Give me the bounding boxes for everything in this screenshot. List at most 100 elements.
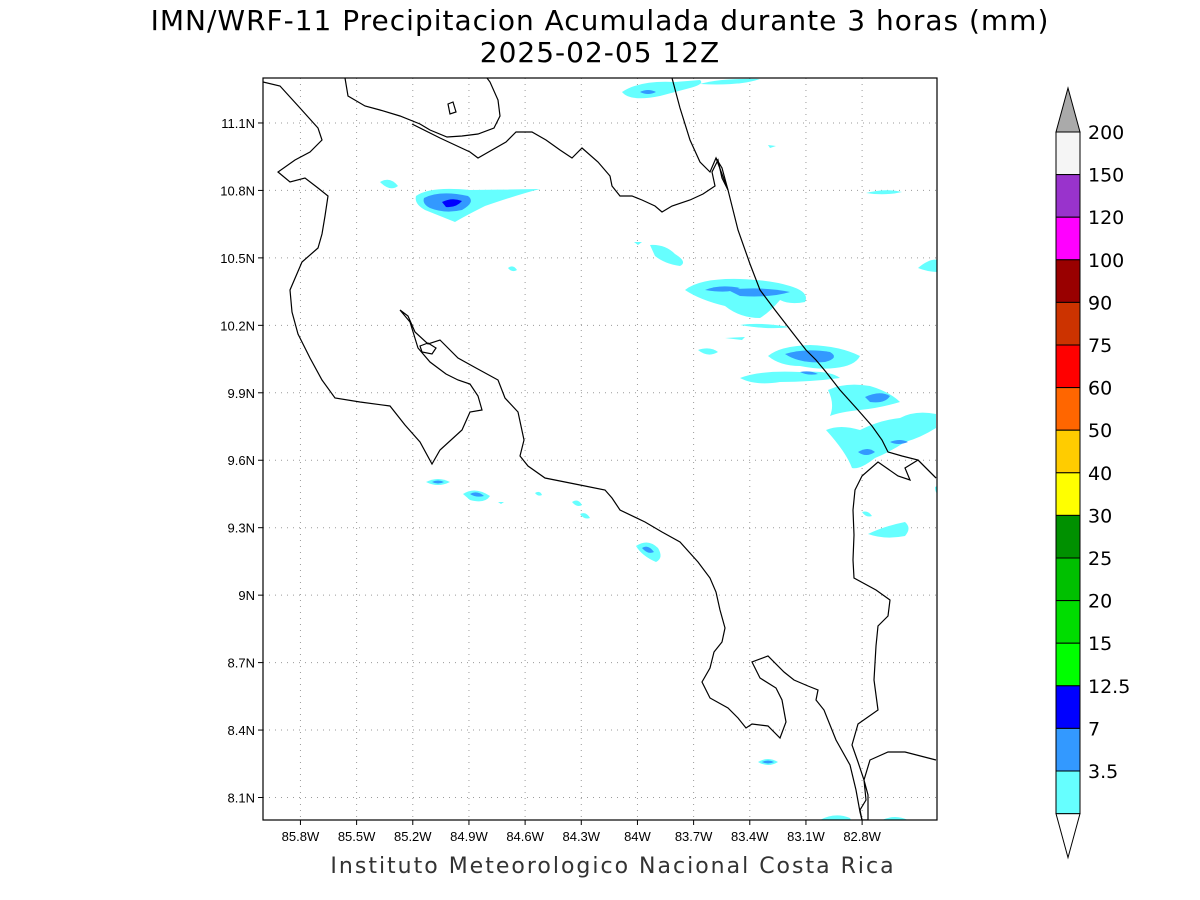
precip-area xyxy=(470,492,484,497)
map-frame xyxy=(262,77,938,821)
caribbean-coastline-east xyxy=(671,78,937,479)
precip-area xyxy=(380,179,398,189)
precip-area xyxy=(728,288,790,297)
colorbar-swatch xyxy=(1055,344,1081,389)
precip-area xyxy=(868,522,909,538)
lon-tick-label: 84.9W xyxy=(450,829,488,844)
colorbar-swatch xyxy=(1055,557,1081,602)
colorbar-swatch xyxy=(1055,429,1081,474)
precip-area xyxy=(762,760,774,764)
colorbar-swatch xyxy=(1055,174,1081,218)
precip-area xyxy=(768,145,776,148)
colorbar-swatch xyxy=(1055,770,1081,815)
precipitation-layer xyxy=(380,78,937,820)
lon-tick-label: 84W xyxy=(624,829,651,844)
colorbar-label: 120 xyxy=(1088,207,1124,229)
lon-tick-label: 85.5W xyxy=(338,829,376,844)
lat-tick-label: 9.3N xyxy=(228,521,255,536)
colorbar-label: 15 xyxy=(1088,633,1112,655)
lat-tick-label: 8.1N xyxy=(228,791,255,806)
precip-area xyxy=(820,815,851,820)
lon-tick-label: 84.6W xyxy=(506,829,544,844)
colorbar-swatch xyxy=(1055,685,1081,729)
grid-lines xyxy=(263,78,937,820)
precip-area xyxy=(432,480,444,484)
colorbar-label: 100 xyxy=(1088,250,1124,272)
lat-tick-label: 10.8N xyxy=(220,183,255,198)
colorbar-over-arrow xyxy=(1055,86,1081,133)
lat-tick-label: 8.4N xyxy=(228,723,255,738)
lon-tick-label: 83.1W xyxy=(787,829,825,844)
colorbar-under-arrow xyxy=(1055,813,1081,860)
precip-area xyxy=(622,80,702,99)
lat-tick-label: 9.9N xyxy=(228,386,255,401)
precip-area xyxy=(785,350,834,363)
precip-area xyxy=(725,337,745,340)
precip-area xyxy=(498,502,504,504)
precip-area xyxy=(740,371,840,384)
lake-island xyxy=(447,101,457,115)
pacific-coastline xyxy=(263,81,863,820)
colorbar-label: 12.5 xyxy=(1088,676,1130,698)
colorbar-swatch xyxy=(1055,642,1081,687)
map-axes: 85.8W 85.5W 85.2W 84.9W 84.6W 84.3W 84W 83.7W 83… xyxy=(220,116,881,844)
lat-tick-label: 9.6N xyxy=(228,453,255,468)
colorbar-label: 40 xyxy=(1088,463,1112,485)
precip-area xyxy=(890,440,908,444)
lat-tick-label: 9N xyxy=(238,588,255,603)
colorbar-label: 20 xyxy=(1088,591,1112,613)
colorbar-label: 75 xyxy=(1088,335,1112,357)
precip-area xyxy=(800,371,818,375)
colorbar-swatch xyxy=(1055,600,1081,644)
precip-area xyxy=(882,817,908,820)
precip-area xyxy=(858,449,875,455)
precip-area xyxy=(700,78,760,85)
caribbean-coastline xyxy=(344,78,501,138)
precip-area xyxy=(572,500,582,506)
colorbar-swatch xyxy=(1055,472,1081,516)
lat-tick-label: 11.1N xyxy=(221,116,255,131)
precip-area xyxy=(535,491,542,496)
colorbar-swatch xyxy=(1055,131,1081,176)
precip-area xyxy=(642,546,654,553)
colorbar-label: 30 xyxy=(1088,505,1112,527)
precip-area xyxy=(685,278,806,318)
colorbar: 200 150 120 100 90 75 60 50 40 30 25 20 15 12.5 7 3.5 xyxy=(1055,86,1130,860)
precip-area xyxy=(826,412,936,469)
panama-border xyxy=(851,459,937,820)
precip-area xyxy=(740,323,790,329)
precip-area xyxy=(828,384,900,416)
lat-tick-label: 8.7N xyxy=(228,656,255,671)
credit-text: Instituto Meteorologico Nacional Costa R… xyxy=(330,854,896,879)
colorbar-label: 3.5 xyxy=(1088,761,1118,783)
colorbar-swatch xyxy=(1055,727,1081,772)
colorbar-label: 150 xyxy=(1088,165,1124,187)
lon-tick-label: 85.2W xyxy=(394,829,432,844)
colorbar-swatch xyxy=(1055,387,1081,431)
precip-area xyxy=(634,242,642,245)
colorbar-label: 200 xyxy=(1088,122,1124,144)
colorbar-swatch xyxy=(1055,216,1081,261)
precip-area xyxy=(650,244,684,266)
map-title: IMN/WRF-11 Precipitacion Acumulada duran… xyxy=(150,4,1050,37)
lon-tick-label: 83.7W xyxy=(675,829,713,844)
colorbar-label: 50 xyxy=(1088,420,1112,442)
nicoya-island xyxy=(419,342,437,355)
colorbar-swatch xyxy=(1055,301,1081,346)
precip-area xyxy=(442,199,462,208)
nicaragua-border xyxy=(411,123,729,213)
precip-area xyxy=(918,259,937,272)
colorbar-label: 60 xyxy=(1088,378,1112,400)
precip-area xyxy=(580,513,590,519)
precip-area xyxy=(508,266,517,272)
colorbar-label: 90 xyxy=(1088,292,1112,314)
precip-area xyxy=(862,511,872,517)
map-subtitle: 2025-02-05 12Z xyxy=(479,36,721,69)
colorbar-label: 7 xyxy=(1088,718,1100,740)
colorbar-swatch xyxy=(1055,259,1081,303)
coastlines xyxy=(263,78,937,820)
precip-area xyxy=(698,348,718,355)
precip-area xyxy=(866,190,902,195)
colorbar-label: 25 xyxy=(1088,548,1112,570)
